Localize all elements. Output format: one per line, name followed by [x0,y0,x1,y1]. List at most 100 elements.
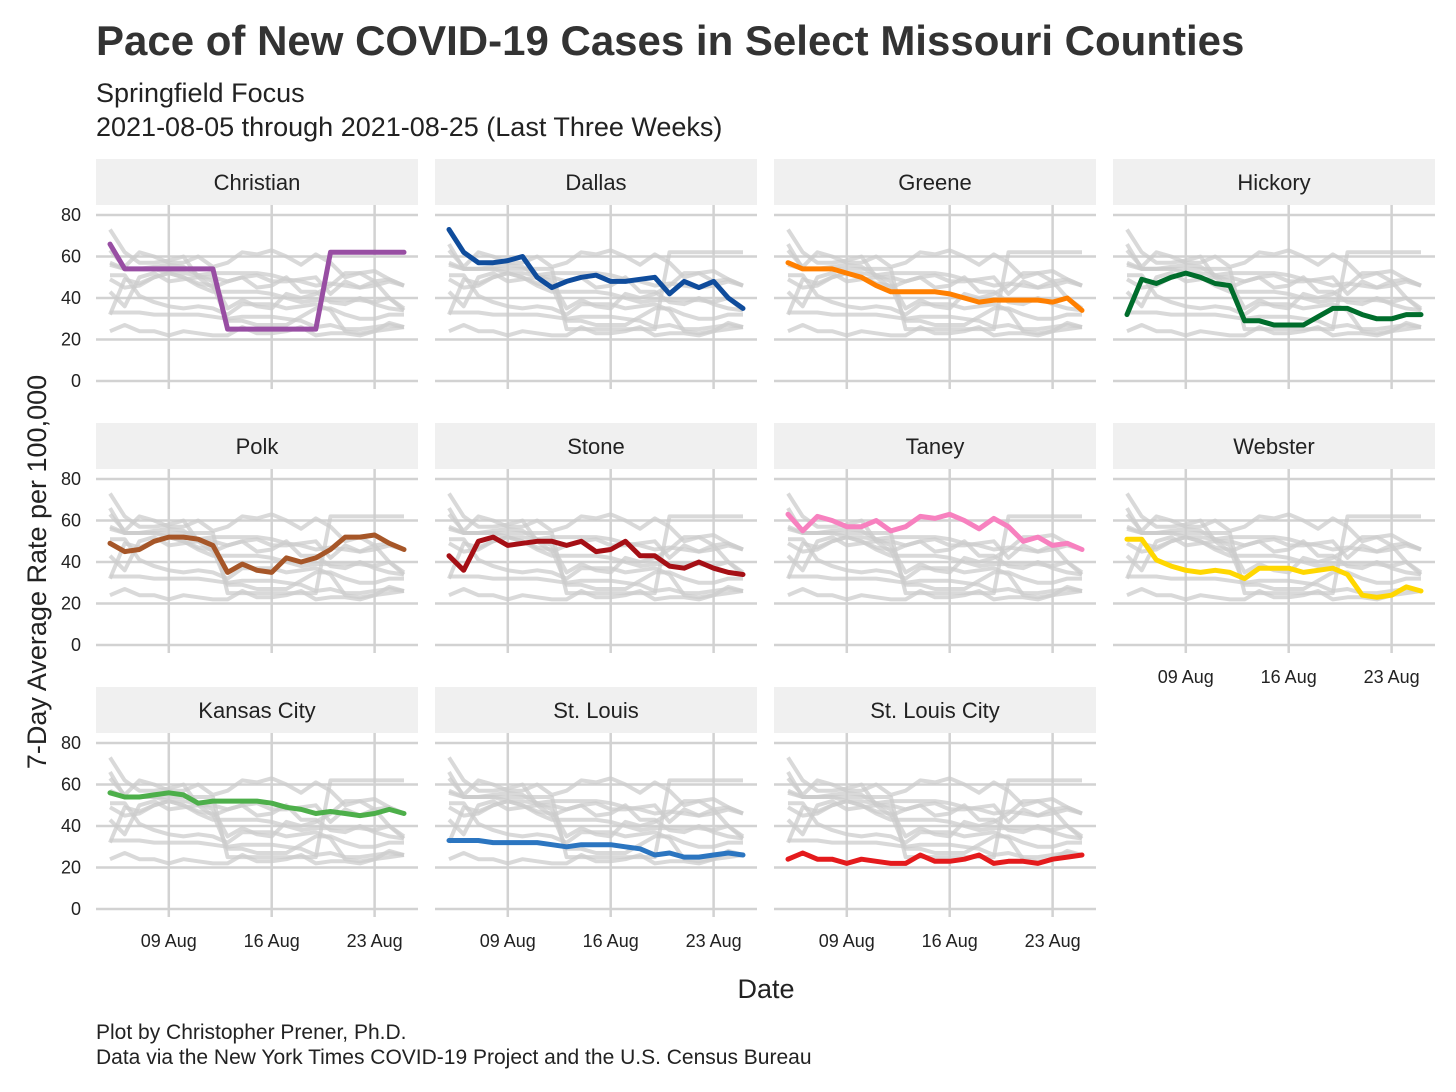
background-series-line-stone [786,799,1083,841]
background-series-line-kansas-city [109,262,405,290]
y-tick-label: 80 [61,733,81,753]
background-series-line-st-louis [1127,310,1422,332]
y-tick-label: 0 [71,899,81,919]
facet-strip-stone [435,423,757,469]
x-tick-label: 23 Aug [1364,667,1420,687]
background-series-line-stone [108,271,405,313]
y-tick-label: 0 [71,371,81,391]
facet-label-st-louis-city: St. Louis City [870,698,1000,723]
facet-label-hickory: Hickory [1237,170,1310,195]
background-series-line-taney [786,248,1083,288]
background-series-line-st-louis-city [787,587,1083,602]
y-tick-label: 60 [61,247,81,267]
facet-panels: Christian 0 20 40 60 80 Dallas Greene Hickory Pol… [61,159,1435,951]
facet-strip-kansas-city [96,687,418,733]
y-axis-title: 7-Day Average Rate per 100,000 [22,375,52,769]
background-series-line-stone [786,535,1083,577]
background-series-line-webster [449,273,744,336]
background-series-line-taney [447,512,744,552]
background-series-line-kansas-city [448,526,744,554]
facet-label-taney: Taney [906,434,965,459]
chart-subtitle-line-1: Springfield Focus [96,78,305,108]
caption-line-1: Plot by Christopher Prener, Ph.D. [96,1021,406,1044]
background-series-line-webster [788,537,1083,600]
background-series-line-st-louis [110,310,405,332]
series-line-hickory [1124,270,1424,328]
x-tick-label: 09 Aug [1158,667,1214,687]
series-line-stone [446,534,746,577]
x-tick-label: 09 Aug [819,931,875,951]
y-tick-label: 80 [61,205,81,225]
background-series-line-kansas-city [787,526,1083,554]
facet-label-greene: Greene [898,170,971,195]
background-series-line-webster [1127,273,1422,336]
background-series-line-stone [447,271,744,313]
facet-strip-hickory [1113,159,1435,205]
background-series-line-taney [108,248,405,288]
background-series-line-st-louis [788,574,1083,596]
background-series-line-webster [788,273,1083,336]
background-series-line-st-louis [788,310,1083,332]
background-series-line-kansas-city [787,262,1083,290]
background-series-line-webster [449,537,744,600]
background-series-line-taney [786,776,1083,816]
series-line-st-louis-city [785,850,1085,866]
facet-label-st-louis: St. Louis [553,698,639,723]
series-line-st-louis [446,838,746,860]
x-tick-label: 16 Aug [244,931,300,951]
series-line-christian [107,241,407,332]
background-series-line-st-louis [110,574,405,596]
facet-panel-hickory: Hickory [1113,159,1435,389]
y-tick-label: 20 [61,594,81,614]
background-series-line-st-louis-city [109,587,405,602]
facet-strip-st-louis-city [774,687,1096,733]
chart-title: Pace of New COVID-19 Cases in Select Mis… [96,17,1244,64]
facet-panel-webster: Webster 09 Aug 16 Aug 23 Aug [1113,423,1435,687]
facet-panel-st-louis-city: St. Louis City 09 Aug 16 Aug 23 Aug [774,687,1096,951]
facet-strip-greene [774,159,1096,205]
background-series-line-webster [449,801,744,864]
facet-label-christian: Christian [214,170,301,195]
facet-label-webster: Webster [1233,434,1315,459]
background-series-line-taney [1125,512,1422,552]
x-tick-label: 23 Aug [347,931,403,951]
background-series-line-st-louis-city [109,323,405,338]
y-tick-label: 20 [61,858,81,878]
background-series-line-st-louis [1127,574,1422,596]
facet-strip-webster [1113,423,1435,469]
background-series-line-stone [1125,535,1422,577]
x-tick-label: 09 Aug [141,931,197,951]
background-series-line-st-louis [110,838,405,860]
x-tick-label: 23 Aug [1025,931,1081,951]
background-series-line-kansas-city [109,526,405,554]
x-tick-label: 23 Aug [686,931,742,951]
background-series-line-webster [110,273,405,336]
y-tick-label: 40 [61,552,81,572]
background-series-line-st-louis-city [448,851,744,866]
facet-label-dallas: Dallas [565,170,626,195]
background-series-line-kansas-city [1126,262,1422,290]
background-series-line-st-louis-city [448,323,744,338]
background-series-line-st-louis-city [109,851,405,866]
background-series-line-st-louis-city [448,587,744,602]
facet-panel-stone: Stone [435,423,757,653]
facet-strip-taney [774,423,1096,469]
background-series-line-st-louis [788,838,1083,860]
facet-panel-greene: Greene [774,159,1096,389]
series-line-dallas [446,227,746,311]
background-series-line-st-louis [449,310,744,332]
facet-label-polk: Polk [236,434,280,459]
background-series-line-st-louis-city [1126,323,1422,338]
y-tick-label: 40 [61,288,81,308]
y-tick-label: 60 [61,511,81,531]
background-series-line-stone [108,799,405,841]
background-series-line-st-louis-city [787,323,1083,338]
facet-panel-christian: Christian 0 20 40 60 80 [61,159,418,391]
background-series-line-taney [447,248,744,288]
x-tick-label: 16 Aug [583,931,639,951]
y-tick-label: 20 [61,330,81,350]
facet-strip-polk [96,423,418,469]
background-series-line-webster [110,801,405,864]
series-line-polk [107,532,407,575]
